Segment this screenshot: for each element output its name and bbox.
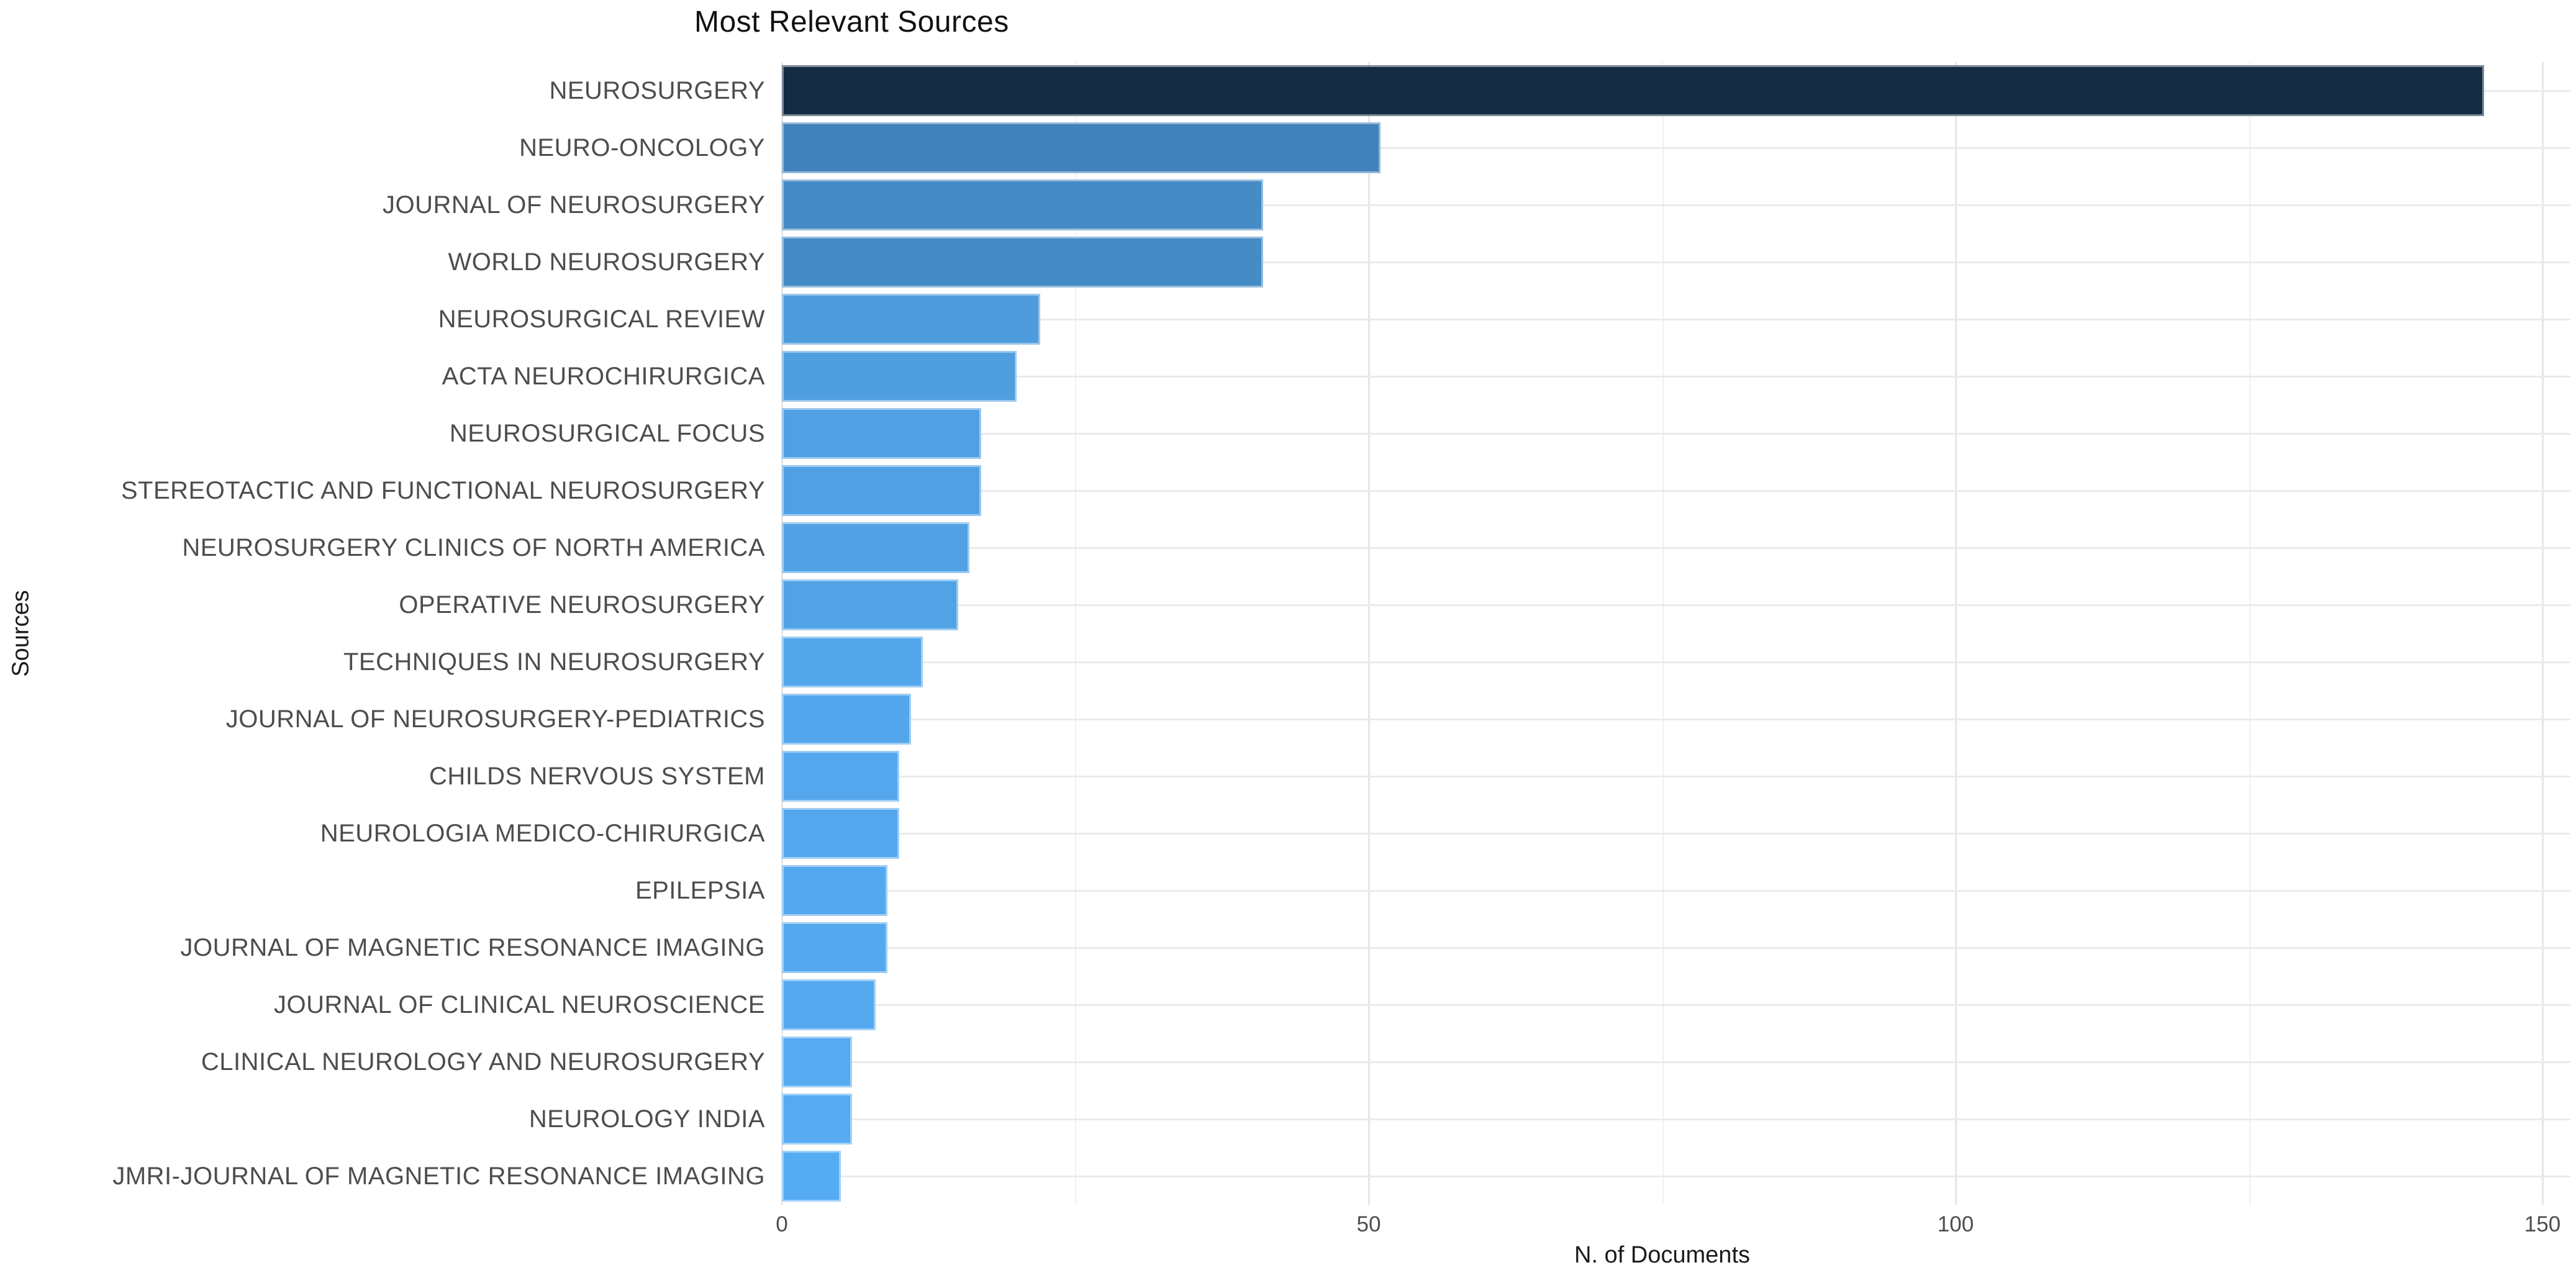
h-gridline [782, 490, 2570, 492]
bar [782, 694, 911, 745]
category-label: JMRI-JOURNAL OF MAGNETIC RESONANCE IMAGI… [112, 1162, 765, 1190]
x-tick-label: 100 [1937, 1212, 1974, 1236]
bar [782, 751, 899, 802]
category-label: JOURNAL OF NEUROSURGERY [382, 191, 765, 219]
v-gridline-major [1368, 62, 1370, 1205]
category-label: NEUROSURGERY CLINICS OF NORTH AMERICA [182, 533, 765, 561]
x-tick-label: 50 [1356, 1212, 1381, 1236]
bar [782, 865, 887, 916]
category-label: NEUROSURGICAL REVIEW [438, 305, 765, 333]
bar [782, 65, 2484, 116]
v-gridline-major [1955, 62, 1957, 1205]
v-gridline-major [2542, 62, 2544, 1205]
h-gridline [782, 661, 2570, 663]
h-gridline [782, 1118, 2570, 1120]
category-label: CHILDS NERVOUS SYSTEM [429, 762, 765, 790]
bar [782, 408, 981, 459]
bar [782, 294, 1040, 345]
bar [782, 922, 887, 973]
category-label: OPERATIVE NEUROSURGERY [399, 591, 765, 619]
bar [782, 179, 1263, 230]
h-gridline [782, 890, 2570, 892]
h-gridline [782, 1004, 2570, 1006]
bar [782, 979, 876, 1030]
h-gridline [782, 319, 2570, 320]
chart-title: Most Relevant Sources [694, 6, 1009, 39]
category-label: NEUROSURGICAL FOCUS [449, 419, 765, 447]
h-gridline [782, 833, 2570, 835]
x-tick-label: 0 [776, 1212, 788, 1236]
h-gridline [782, 947, 2570, 949]
h-gridline [782, 719, 2570, 720]
bar [782, 522, 969, 573]
h-gridline [782, 433, 2570, 435]
bar [782, 351, 1017, 402]
category-label: NEUROLOGY INDIA [528, 1105, 765, 1133]
v-gridline-minor [1075, 62, 1076, 1205]
bar [782, 637, 923, 687]
h-gridline [782, 204, 2570, 206]
bar [782, 122, 1381, 173]
bar [782, 579, 958, 630]
category-label: JOURNAL OF NEUROSURGERY-PEDIATRICS [225, 705, 765, 733]
h-gridline [782, 1176, 2570, 1177]
category-label: NEUROLOGIA MEDICO-CHIRURGICA [320, 819, 765, 847]
category-label: CLINICAL NEUROLOGY AND NEUROSURGERY [201, 1048, 765, 1076]
v-gridline-minor [1662, 62, 1664, 1205]
v-gridline-minor [2249, 62, 2251, 1205]
bar [782, 237, 1263, 288]
category-label: STEREOTACTIC AND FUNCTIONAL NEUROSURGERY [120, 476, 765, 504]
x-axis-title: N. of Documents [1574, 1242, 1750, 1268]
category-label: ACTA NEUROCHIRURGICA [442, 362, 765, 390]
h-gridline [782, 376, 2570, 378]
category-label: JOURNAL OF CLINICAL NEUROSCIENCE [274, 991, 765, 1018]
bar [782, 465, 981, 516]
x-tick-label: 150 [2524, 1212, 2561, 1236]
bar [782, 1094, 852, 1145]
h-gridline [782, 147, 2570, 149]
bar [782, 1036, 852, 1087]
category-label: TECHNIQUES IN NEUROSURGERY [343, 648, 765, 676]
category-label: NEUROSURGERY [549, 76, 765, 104]
bar [782, 808, 899, 859]
category-label: WORLD NEUROSURGERY [448, 248, 765, 276]
h-gridline [782, 1061, 2570, 1063]
h-gridline [782, 604, 2570, 606]
category-label: NEURO-ONCOLOGY [519, 134, 765, 161]
category-label: JOURNAL OF MAGNETIC RESONANCE IMAGING [180, 933, 765, 961]
h-gridline [782, 776, 2570, 778]
v-gridline-major [781, 62, 783, 1205]
h-gridline [782, 261, 2570, 263]
category-label: EPILEPSIA [635, 876, 765, 904]
h-gridline [782, 547, 2570, 549]
bar [782, 1151, 841, 1202]
plot-panel [781, 62, 2570, 1205]
